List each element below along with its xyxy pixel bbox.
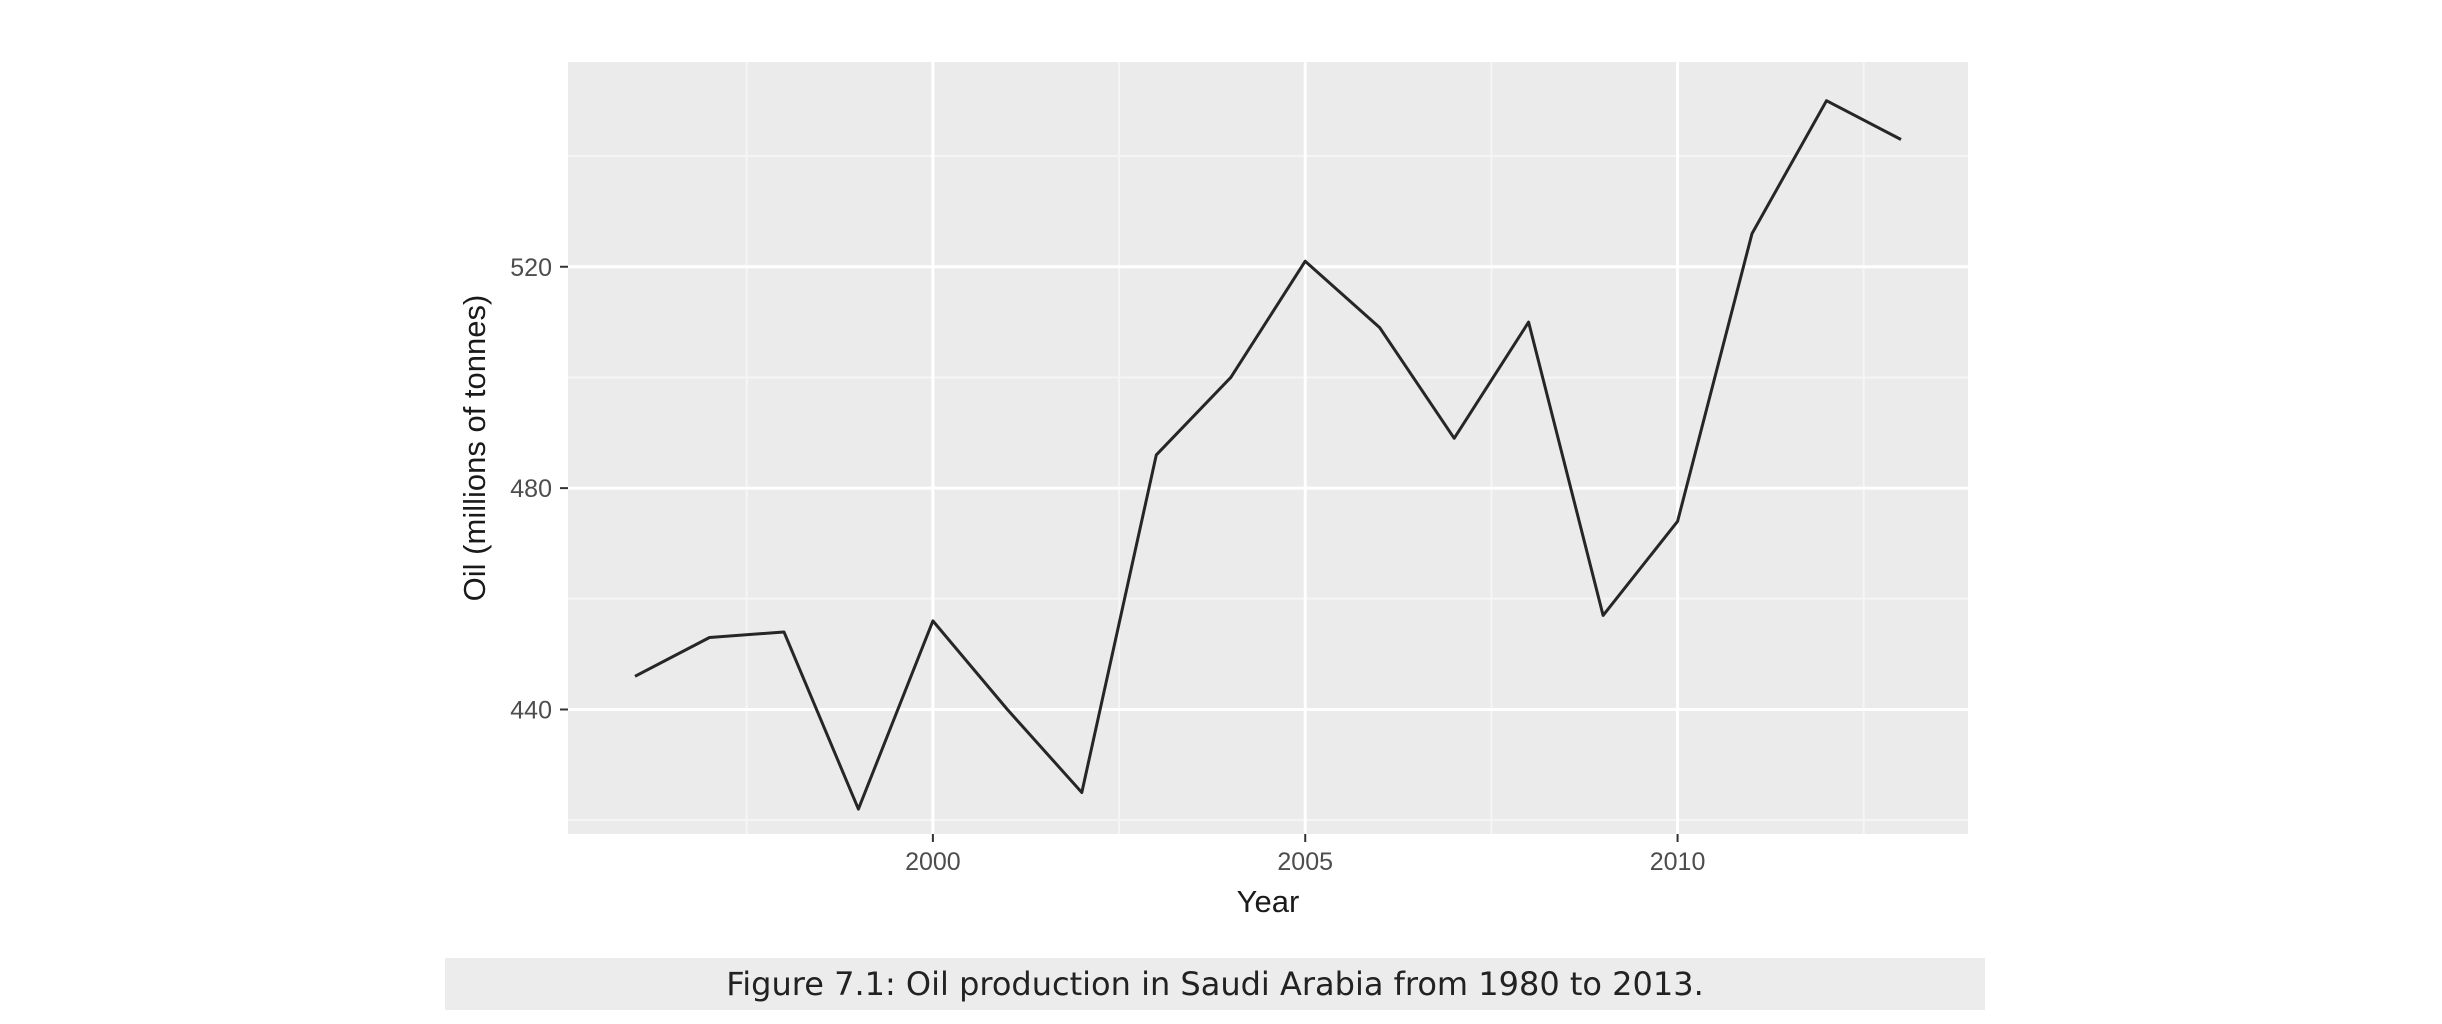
minor-gridlines [568,62,1968,834]
tick-labels: 2000 2005 2010 440 480 520 [510,254,1705,876]
y-tick-label: 440 [510,696,552,724]
plot-panel [568,62,1968,834]
x-tick-label: 2005 [1277,848,1333,876]
figure-caption: Figure 7.1: Oil production in Saudi Arab… [445,958,1985,1010]
y-tick-label: 480 [510,475,552,503]
series-line [634,99,1902,811]
axis-ticks [560,265,1679,842]
oil-production-chart: 2000 2005 2010 440 480 520 Year Oil (millions… [457,62,1968,919]
major-gridlines [568,62,1968,834]
x-tick-label: 2000 [905,848,961,876]
x-tick-label: 2010 [1650,848,1706,876]
y-axis-title: Oil (millions of tonnes) [457,295,492,602]
x-axis-title: Year [1237,884,1300,919]
y-tick-label: 520 [510,254,552,282]
